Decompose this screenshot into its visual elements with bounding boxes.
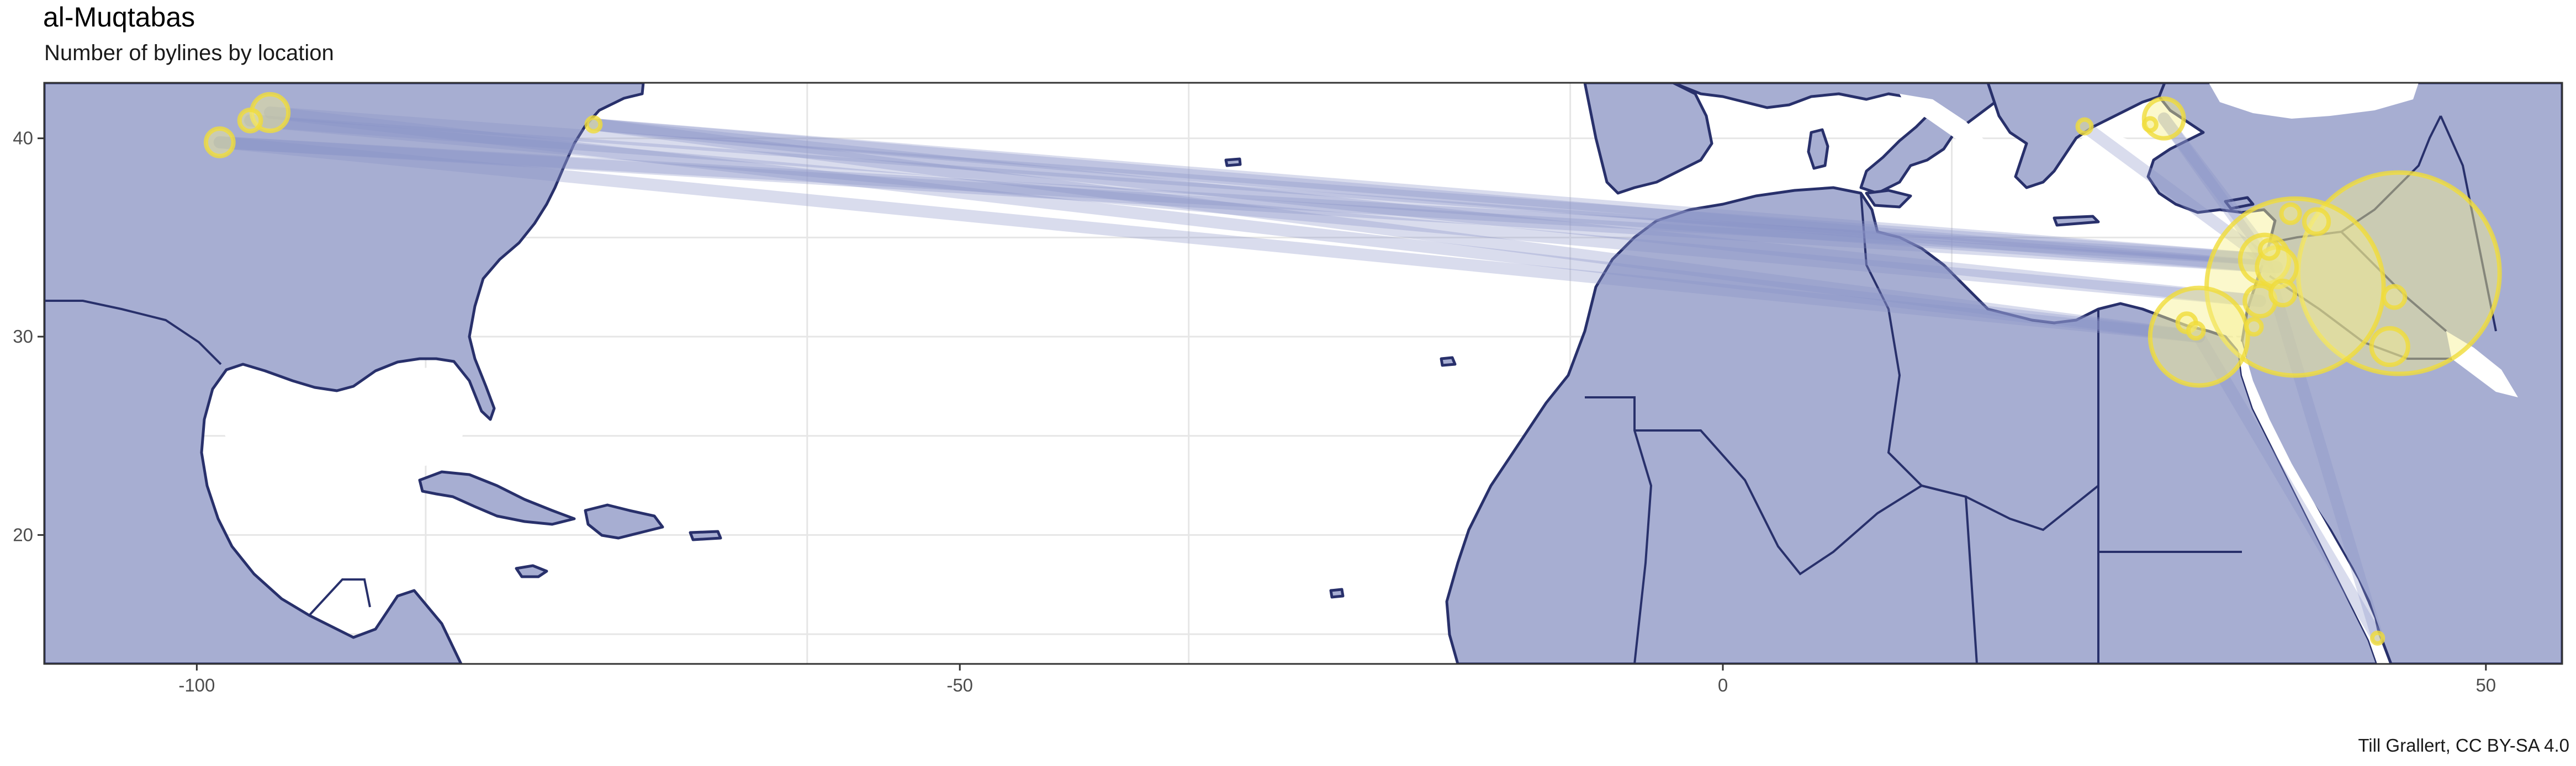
panel-border [43, 82, 2563, 665]
byline-link [213, 136, 2271, 265]
axes: -100 -50 0 50 20 30 40 [13, 128, 2496, 695]
land-sardinia [1807, 128, 1829, 170]
byline-bubble [2244, 317, 2264, 337]
byline-link [2157, 112, 2271, 265]
border-france-spain [1673, 83, 1701, 95]
byline-link [587, 118, 2271, 265]
map-title: al-Muqtabas [43, 2, 195, 33]
x-tick-label: 50 [2476, 675, 2496, 695]
byline-link [213, 136, 2283, 274]
byline-bubble [2257, 238, 2281, 261]
land-crete [2053, 215, 2100, 227]
byline-bubble [2186, 321, 2206, 341]
byline-link [244, 114, 2283, 274]
border-iraq [2340, 231, 2447, 332]
land-masses [44, 83, 2562, 664]
land-north-america [44, 83, 645, 664]
land-azores [1224, 157, 1242, 167]
land-canary [1440, 356, 1457, 367]
byline-bubbles [203, 92, 2502, 646]
land-europe [1672, 83, 2001, 195]
map-caption: Till Grallert, CC BY-SA 4.0 [2358, 735, 2569, 756]
byline-bubble [237, 107, 263, 134]
y-tick-label: 30 [13, 326, 33, 347]
map-subtitle: Number of bylines by location [44, 41, 334, 65]
adriatic-sea [1900, 94, 1988, 155]
land-middle-east [2146, 83, 2562, 664]
border-iran [2440, 115, 2497, 332]
byline-link [587, 118, 2266, 307]
y-tick-label: 40 [13, 128, 33, 148]
land-cyprus [2224, 196, 2255, 210]
x-tick-label: -100 [178, 675, 215, 695]
black-sea [2209, 83, 2419, 119]
border-chad [1921, 485, 2099, 531]
water-cutouts [218, 83, 2518, 664]
byline-link [244, 114, 2266, 307]
x-tick-label: -50 [946, 675, 973, 695]
byline-bubble [2295, 170, 2502, 376]
byline-bubble [2369, 630, 2385, 646]
land-cape-verde [1329, 588, 1345, 599]
byline-link [213, 136, 2205, 343]
gulf-of-mexico [218, 367, 467, 502]
byline-bubble [2369, 326, 2410, 368]
y-tick-label: 20 [13, 524, 33, 545]
byline-link [587, 118, 2205, 343]
red-sea [2231, 331, 2384, 664]
land-hispaniola [584, 503, 664, 540]
byline-bubble [2141, 116, 2159, 133]
byline-bubble [2381, 284, 2408, 310]
land-jamaica [515, 564, 548, 578]
border-mexico-central [308, 578, 371, 616]
byline-bubble [2279, 202, 2302, 225]
byline-bubble [203, 126, 236, 158]
byline-bubble [584, 115, 603, 134]
land-iberia [1583, 83, 1713, 195]
byline-link [264, 106, 2271, 265]
byline-link [2258, 253, 2384, 645]
byline-link [264, 106, 2205, 343]
land-balkans [1986, 83, 2166, 189]
border-us-mexico [44, 300, 222, 365]
x-tick-label: 0 [1718, 675, 1728, 695]
land-puerto-rico [689, 530, 722, 541]
land-sicily [1865, 189, 1912, 209]
byline-links [213, 106, 2384, 645]
byline-link [587, 118, 2283, 274]
byline-link [2078, 120, 2271, 265]
byline-link [2157, 112, 2283, 274]
land-cuba [418, 470, 576, 526]
aegean-sea [2082, 132, 2143, 188]
byline-bubble [2268, 278, 2298, 308]
byline-bubble [2302, 207, 2331, 236]
byline-link [2193, 331, 2384, 645]
border-algeria-libya [1860, 193, 1923, 487]
border-sahara-1 [1585, 396, 1653, 664]
byline-bubble [2075, 117, 2094, 136]
